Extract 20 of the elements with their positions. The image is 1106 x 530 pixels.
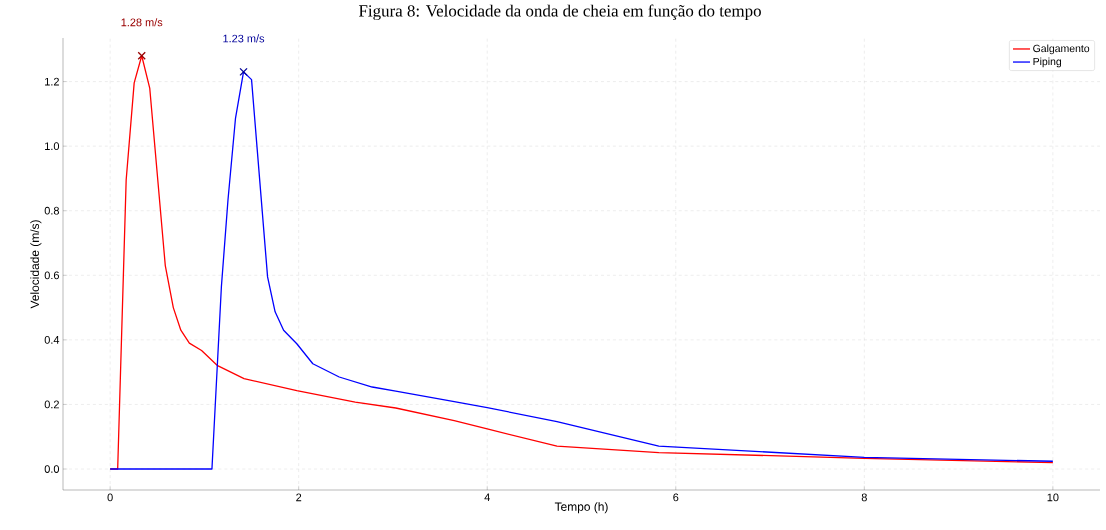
legend-label: Galgamento: [1033, 44, 1090, 55]
x-tick-label: 2: [296, 493, 302, 502]
x-tick-label: 4: [484, 493, 490, 502]
x-tick-label: 6: [673, 493, 679, 502]
legend-label: Piping: [1033, 57, 1062, 68]
annotation: 1.28 m/s: [121, 18, 163, 27]
y-tick-label: 0.2: [44, 400, 59, 409]
x-tick-label: 10: [1047, 493, 1059, 502]
y-tick-label: 0.8: [44, 206, 59, 215]
y-axis-title: Velocidade (m/s): [30, 220, 42, 309]
x-tick-label: 0: [107, 493, 113, 502]
y-tick-label: 0.0: [44, 465, 60, 473]
x-tick-label: 8: [861, 493, 867, 502]
y-tick-label: 1.0: [45, 142, 60, 151]
y-tick-label: 0.6: [44, 271, 59, 280]
y-tick-label: 1.2: [45, 77, 59, 86]
annotation: 1.23 m/s: [223, 34, 265, 43]
x-axis-title: Tempo (h): [554, 502, 608, 514]
y-tick-label: 0.4: [44, 336, 60, 344]
chart-title: Figura 8: Velocidade da onda de cheia em função do tempo: [358, 4, 761, 21]
